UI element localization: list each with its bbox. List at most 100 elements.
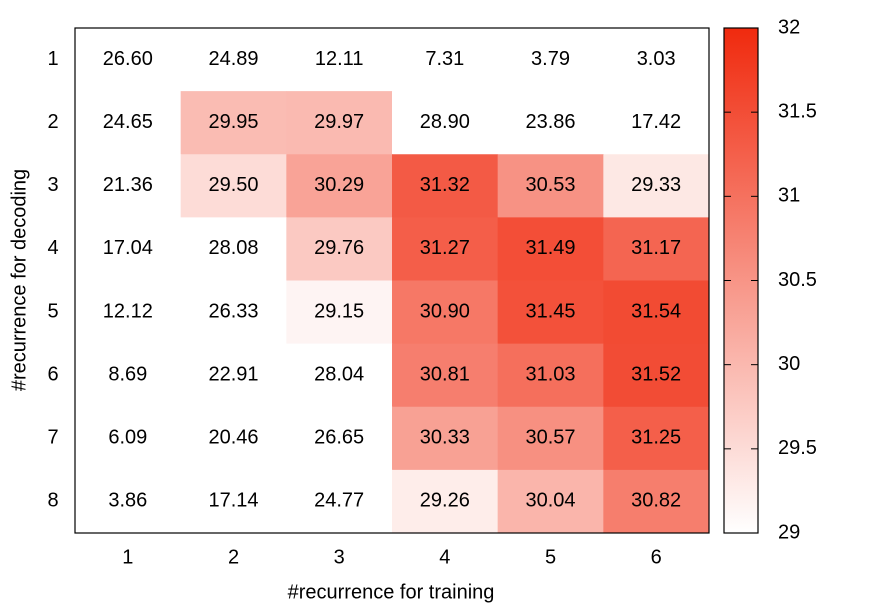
cell	[75, 343, 182, 408]
x-tick-label: 3	[334, 546, 345, 568]
cell	[180, 217, 287, 281]
cell-label: 29.97	[314, 111, 364, 133]
x-tick-label: 4	[439, 546, 450, 568]
cell-label: 24.89	[208, 48, 258, 70]
cell	[180, 91, 287, 155]
colorbar-tick-label: 29.5	[778, 437, 817, 459]
cell-label: 28.90	[420, 111, 470, 133]
cell-label: 3.79	[531, 48, 570, 70]
y-tick-label: 1	[47, 48, 58, 70]
cell-label: 30.33	[420, 427, 470, 449]
colorbar-tick-label: 30	[778, 353, 800, 375]
cell	[75, 28, 182, 92]
cell	[286, 343, 393, 408]
cell-label: 17.42	[631, 111, 681, 133]
cell	[286, 280, 393, 345]
cell	[392, 217, 499, 281]
cell-label: 17.04	[103, 237, 153, 259]
colorbar-tick-label: 29	[778, 521, 800, 543]
x-tick-label: 5	[545, 546, 556, 568]
cell	[75, 280, 182, 345]
cell-label: 31.49	[525, 237, 575, 259]
cell	[603, 469, 710, 534]
cell-label: 31.52	[631, 363, 681, 385]
cell-label: 31.03	[525, 363, 575, 385]
cell-label: 8.69	[108, 363, 147, 385]
cell	[286, 154, 393, 218]
cell-label: 12.12	[103, 300, 153, 322]
cell	[497, 91, 604, 155]
cell-label: 29.95	[208, 111, 258, 133]
cell-label: 30.81	[420, 363, 470, 385]
cell	[180, 406, 287, 471]
x-tick-label: 6	[651, 546, 662, 568]
cell	[497, 154, 604, 218]
colorbar-tick-label: 30.5	[778, 269, 817, 291]
x-tick-label: 2	[228, 546, 239, 568]
cell-label: 31.54	[631, 300, 681, 322]
cell-label: 31.27	[420, 237, 470, 259]
cell-label: 24.65	[103, 111, 153, 133]
cell-label: 24.77	[314, 490, 364, 512]
cell-label: 7.31	[425, 48, 464, 70]
cell-label: 30.29	[314, 174, 364, 196]
colorbar-tick-label: 32	[778, 16, 800, 38]
y-tick-label: 8	[47, 490, 58, 512]
cell	[497, 28, 604, 92]
cell-label: 12.11	[315, 48, 364, 70]
heatmap	[75, 28, 710, 534]
cell-label: 28.08	[208, 237, 258, 259]
x-tick-label: 1	[122, 546, 133, 568]
y-tick-label: 7	[47, 427, 58, 449]
cell-label: 20.46	[208, 427, 258, 449]
cell-label: 22.91	[208, 363, 258, 385]
cell	[392, 280, 499, 345]
cell	[392, 154, 499, 218]
x-axis-title: #recurrence for training	[288, 581, 495, 603]
cell	[286, 469, 393, 534]
y-tick-label: 4	[47, 237, 58, 259]
cell	[75, 217, 182, 281]
cell	[180, 154, 287, 218]
cell-label: 23.86	[525, 111, 575, 133]
cell	[286, 28, 393, 92]
cell-label: 26.33	[208, 300, 258, 322]
cell	[497, 469, 604, 534]
cell	[603, 280, 710, 345]
cell	[286, 217, 393, 281]
cell	[286, 406, 393, 471]
cell	[603, 343, 710, 408]
cell	[286, 91, 393, 155]
cell	[603, 28, 710, 92]
cell	[497, 406, 604, 471]
cell	[497, 343, 604, 408]
cell-label: 21.36	[103, 174, 153, 196]
cell-label: 29.33	[631, 174, 681, 196]
cell-label: 30.53	[525, 174, 575, 196]
cell	[603, 154, 710, 218]
cell-label: 29.26	[420, 490, 470, 512]
cell	[603, 217, 710, 281]
cell-label: 31.32	[420, 174, 470, 196]
colorbar-tick-label: 31.5	[778, 100, 817, 122]
cell-label: 6.09	[108, 427, 147, 449]
cell-label: 30.82	[631, 490, 681, 512]
cell-label: 3.86	[108, 490, 147, 512]
y-tick-label: 3	[47, 174, 58, 196]
cell-label: 28.04	[314, 363, 364, 385]
cell	[392, 91, 499, 155]
cell-label: 31.17	[631, 237, 681, 259]
cell	[497, 280, 604, 345]
cell	[180, 469, 287, 534]
cell-label: 26.60	[103, 48, 153, 70]
cell	[75, 154, 182, 218]
colorbar-tick-label: 31	[778, 185, 800, 207]
cell	[180, 343, 287, 408]
cell-label: 17.14	[208, 490, 258, 512]
cell	[75, 91, 182, 155]
cell-label: 26.65	[314, 427, 364, 449]
plot-frame	[74, 27, 710, 534]
cell-label: 3.03	[637, 48, 676, 70]
y-tick-label: 2	[47, 111, 58, 133]
